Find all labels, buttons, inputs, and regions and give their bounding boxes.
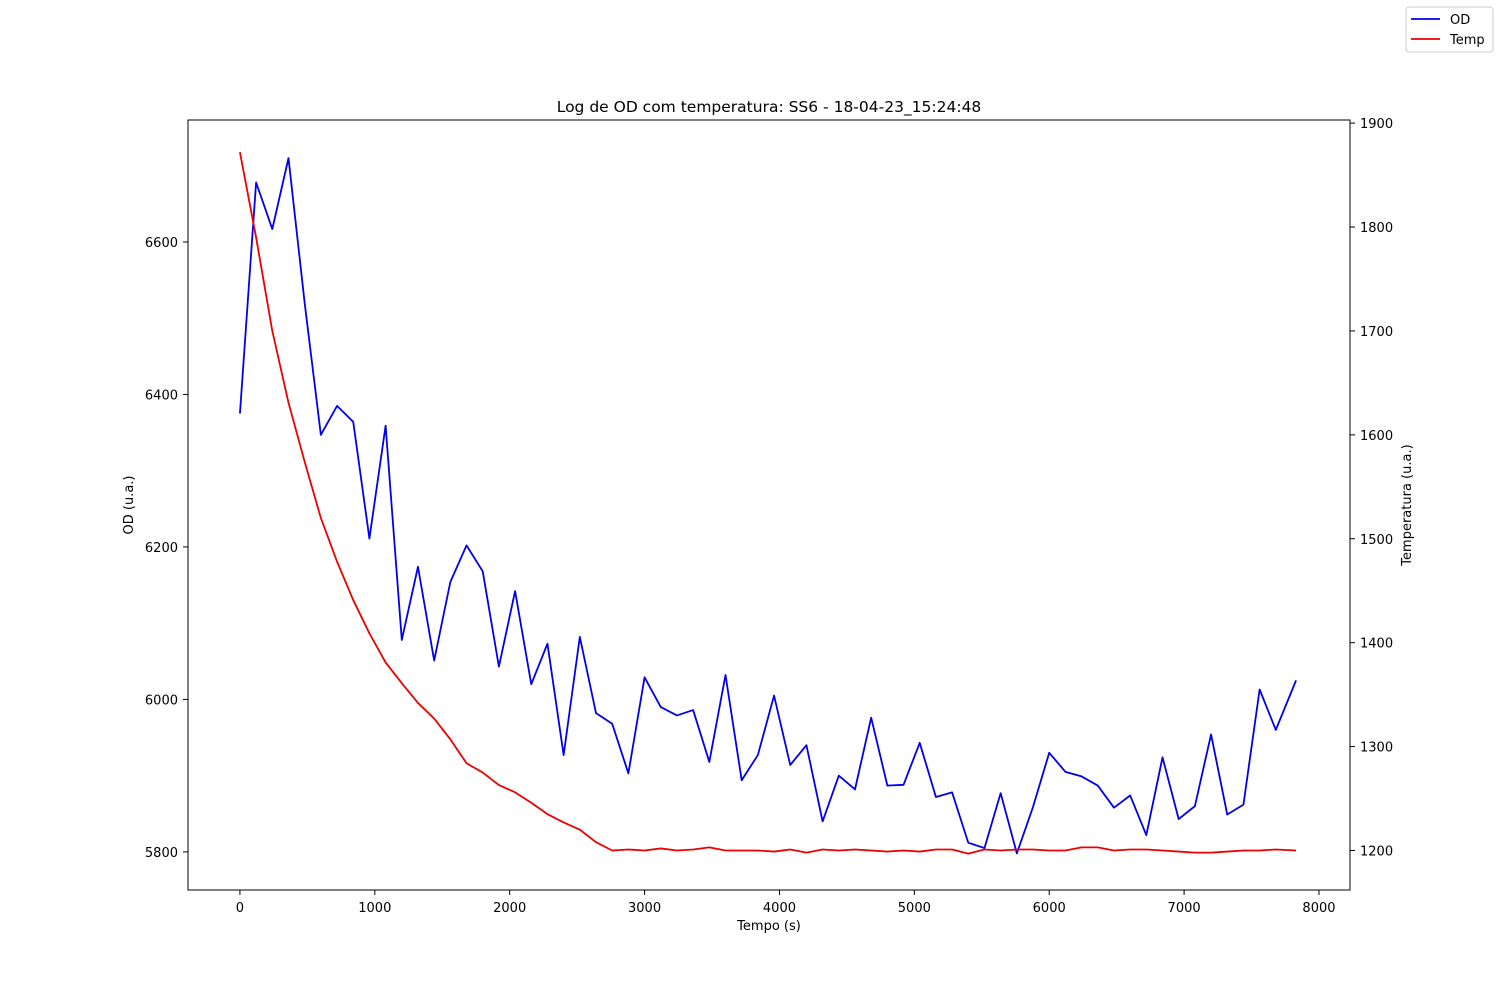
legend: OD Temp	[1405, 6, 1494, 53]
x-tick-label: 1000	[358, 901, 391, 916]
y2-axis-title: Temperatura (u.a.)	[1400, 444, 1415, 566]
chart-title: Log de OD com temperatura: SS6 - 18-04-2…	[557, 98, 982, 117]
x-tick-label: 5000	[898, 901, 931, 916]
y2-tick-label: 1300	[1360, 741, 1393, 756]
y-tick-label: 5800	[145, 846, 178, 861]
y2-tick-label: 1200	[1360, 845, 1393, 860]
y-tick-label: 6000	[145, 693, 178, 708]
plot-frame	[187, 119, 1351, 891]
y-tick-label: 6400	[145, 388, 178, 403]
y-axis-title: OD (u.a.)	[122, 476, 137, 535]
series-line-temp	[239, 152, 1297, 855]
y2-tick-label: 1800	[1360, 221, 1393, 236]
y2-tick-label: 1500	[1360, 533, 1393, 548]
y2-tick-label: 1600	[1360, 429, 1393, 444]
legend-label-od: OD	[1450, 13, 1470, 28]
x-axis-title: Tempo (s)	[736, 919, 801, 934]
x-tick-label: 3000	[628, 901, 661, 916]
x-tick-label: 2000	[493, 901, 526, 916]
x-tick-label: 0	[236, 901, 244, 916]
x-tick-label: 4000	[763, 901, 796, 916]
series-line-od	[239, 157, 1297, 855]
y-tick-label: 6200	[145, 541, 178, 556]
y2-tick-label: 1900	[1360, 117, 1393, 132]
x-tick-label: 7000	[1168, 901, 1201, 916]
y2-tick-label: 1700	[1360, 325, 1393, 340]
x-tick-label: 8000	[1302, 901, 1335, 916]
x-tick-label: 6000	[1033, 901, 1066, 916]
y-tick-label: 6600	[145, 236, 178, 251]
legend-label-temp: Temp	[1449, 33, 1485, 48]
y2-tick-label: 1400	[1360, 637, 1393, 652]
